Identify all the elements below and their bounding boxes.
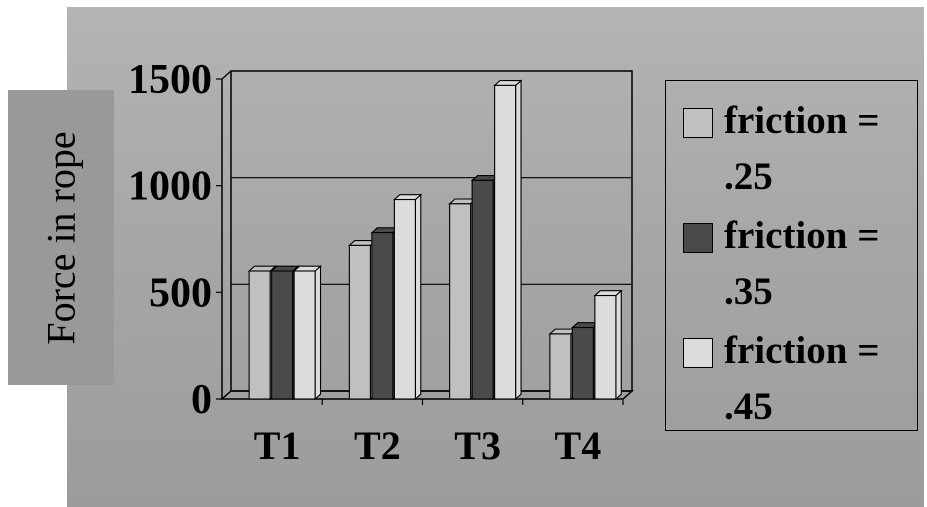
bar-side <box>314 264 322 401</box>
y-axis-top-edge <box>221 70 232 80</box>
bar-t3-series-1 <box>449 203 472 400</box>
bar-top <box>593 290 623 297</box>
bar-t1-series-3 <box>293 270 316 400</box>
legend-swatch <box>683 338 713 368</box>
legend: friction = .25 friction = .35 friction = .… <box>665 80 918 431</box>
bar-t3-series-3 <box>494 84 517 400</box>
y-tick-label: 0 <box>191 377 212 423</box>
y-tick-label: 1000 <box>128 164 212 210</box>
bar-side <box>615 289 622 401</box>
x-tick-label: T1 <box>254 423 301 468</box>
bar-top <box>270 265 300 272</box>
legend-swatch <box>683 108 713 138</box>
bar-t1-series-1 <box>248 270 271 400</box>
bar-side <box>515 79 522 401</box>
bar-top <box>247 265 277 272</box>
bar-top <box>292 265 322 272</box>
x-tick-label: T2 <box>354 423 401 468</box>
y-tick-label: 1500 <box>128 57 212 103</box>
y-axis-label-box <box>8 90 114 385</box>
x-tick-label: T4 <box>555 423 602 468</box>
legend-label: friction = .35 <box>724 214 880 313</box>
bar-side <box>414 193 422 401</box>
y-tick-label: 500 <box>149 270 212 316</box>
x-tick-label: T3 <box>454 423 501 468</box>
bar-t2-series-2 <box>371 232 394 400</box>
legend-swatch <box>683 223 713 253</box>
bar-t3-series-2 <box>471 179 494 400</box>
bar-t1-series-2 <box>271 270 294 400</box>
legend-label: friction = .25 <box>724 99 880 198</box>
bar-t4-series-1 <box>549 333 572 400</box>
legend-label: friction = .45 <box>724 329 880 428</box>
bar-t4-series-3 <box>594 294 617 400</box>
bar-t2-series-3 <box>393 198 416 400</box>
bar-t2-series-1 <box>348 244 371 400</box>
bar-top <box>392 194 423 201</box>
bar-top <box>493 80 523 86</box>
bar-t4-series-2 <box>571 326 594 400</box>
